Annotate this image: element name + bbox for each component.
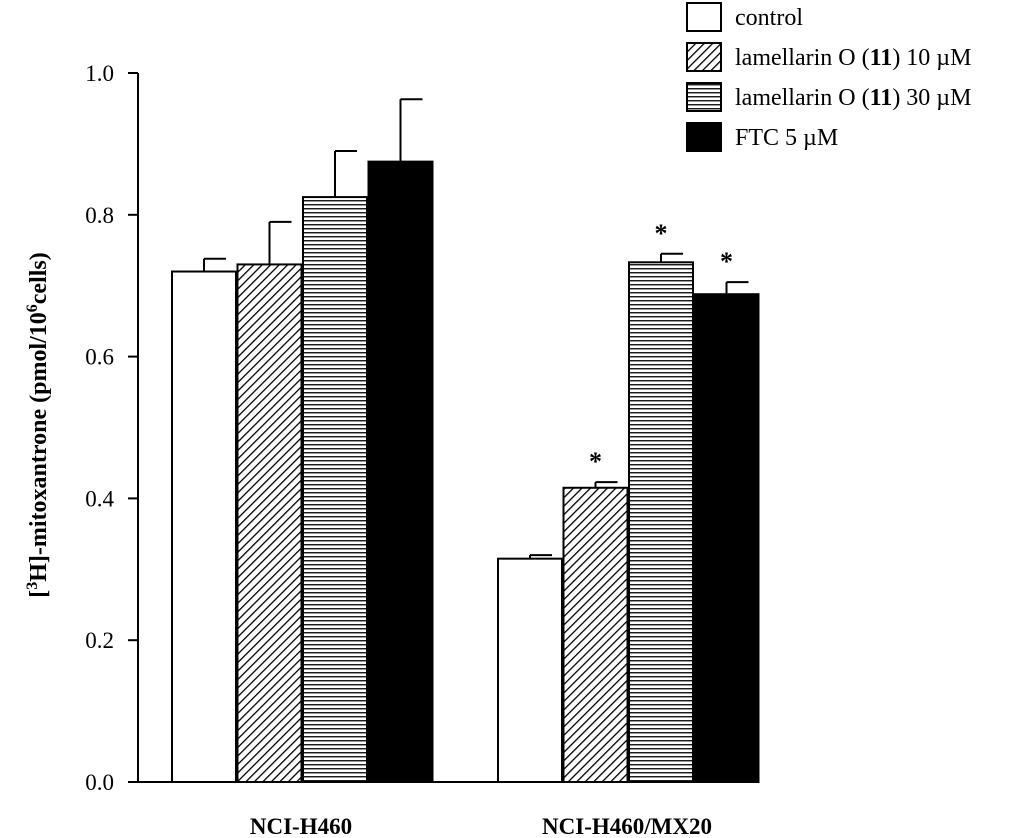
y-tick-label: 0.6 bbox=[85, 345, 114, 370]
legend-swatch bbox=[686, 42, 722, 72]
legend-label: lamellarin O (11) 30 µM bbox=[735, 85, 971, 111]
y-tick-label: 0.0 bbox=[85, 770, 114, 795]
legend-swatch bbox=[686, 122, 722, 152]
legend-label: control bbox=[735, 5, 803, 31]
x-category-label: NCI-H460/MX20 bbox=[542, 814, 712, 838]
legend-label: lamellarin O (11) 10 µM bbox=[735, 45, 971, 71]
legend-swatch bbox=[686, 2, 722, 32]
axes: 0.0 0.2 0.4 0.6 0.8 1.0 bbox=[85, 61, 755, 795]
bars: NCI-H460 * * * NCI-H460/MX20 bbox=[171, 98, 760, 838]
significance-marker: * bbox=[720, 247, 733, 276]
y-tick-label: 0.2 bbox=[85, 628, 114, 653]
bar bbox=[497, 557, 563, 783]
y-tick-label: 1.0 bbox=[85, 61, 114, 86]
legend: control lamellarin O (11) 10 µM lamellarin… bbox=[686, 2, 971, 152]
bar bbox=[236, 263, 303, 783]
legend-swatch bbox=[686, 82, 722, 112]
bar bbox=[562, 486, 629, 783]
bar bbox=[367, 160, 434, 783]
legend-label: FTC 5 µM bbox=[735, 125, 838, 151]
bar bbox=[171, 270, 237, 783]
y-tick-label: 0.4 bbox=[85, 486, 114, 511]
y-tick-label: 0.8 bbox=[85, 203, 114, 228]
x-category-label: NCI-H460 bbox=[250, 814, 352, 838]
bar bbox=[628, 261, 694, 784]
bar bbox=[302, 196, 368, 783]
bar bbox=[693, 293, 760, 783]
y-axis-label: [3H]-mitoxantrone (pmol/106cells) bbox=[24, 252, 52, 598]
significance-marker: * bbox=[589, 447, 602, 476]
significance-marker: * bbox=[655, 219, 668, 248]
